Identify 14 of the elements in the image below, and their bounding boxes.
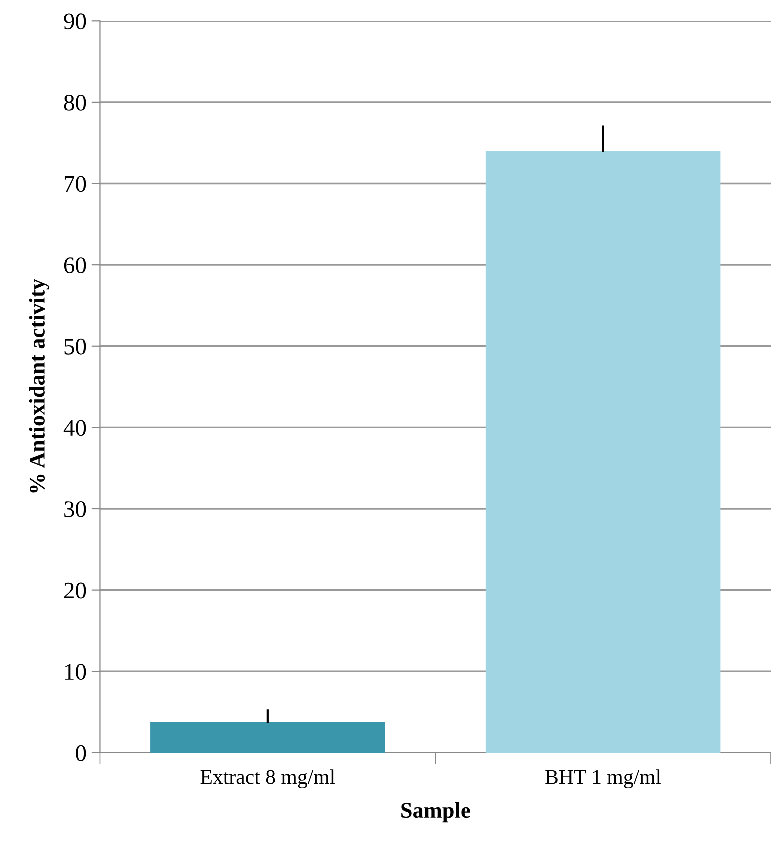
y-tick-label: 70 (64, 176, 86, 192)
y-tick-label: 60 (64, 258, 86, 274)
y-tick-label: 80 (64, 94, 86, 111)
y-tick-label: 10 (66, 664, 86, 680)
y-tick-label: 40 (64, 420, 86, 436)
y-axis-title: % Antioxidant activity (29, 279, 50, 493)
y-tick-label: 30 (64, 502, 86, 518)
y-tick-label: 50 (64, 338, 86, 355)
x-tick-label: Extract 8 mg/ml (200, 770, 336, 789)
y-tick-label: 90 (64, 14, 86, 30)
x-tick-label: BHT 1 mg/ml (546, 770, 662, 789)
y-tick-label: 20 (64, 582, 86, 599)
y-tick-label: 0 (76, 745, 86, 762)
x-axis-title: Sample (402, 802, 470, 823)
